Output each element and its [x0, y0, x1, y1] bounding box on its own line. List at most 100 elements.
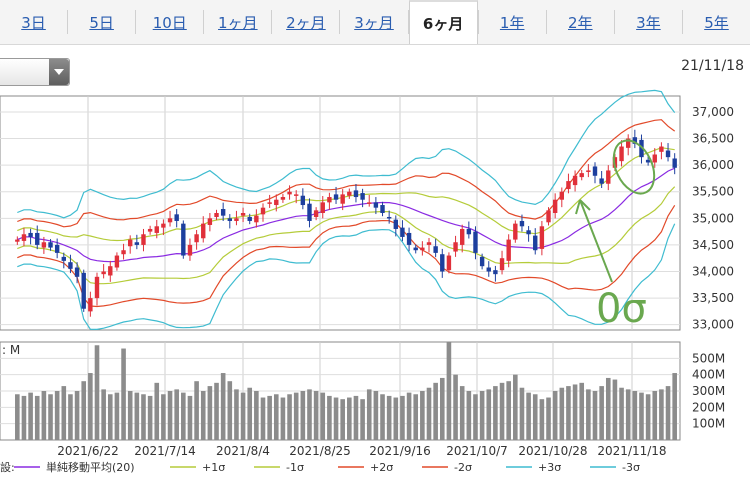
tab-period-1[interactable]: 5日: [89, 13, 114, 32]
candle-body: [300, 195, 306, 206]
tab-separator: [135, 10, 137, 34]
volume-bar: [347, 397, 352, 440]
candle-body: [672, 158, 677, 168]
candle-body: [41, 242, 47, 248]
legend-item: -3σ: [622, 461, 640, 474]
volume-bar: [147, 395, 153, 440]
volume-bar: [513, 374, 518, 440]
x-tick-label: 2021/9/16: [369, 444, 431, 458]
tab-separator: [203, 10, 205, 34]
volume-bar: [639, 392, 644, 440]
candle-body: [121, 250, 126, 255]
candle-body: [68, 262, 73, 269]
volume-bar: [645, 394, 651, 440]
volume-bar: [187, 395, 193, 440]
candle-body: [446, 255, 452, 271]
volume-bar: [672, 373, 677, 440]
volume-bar: [665, 386, 671, 440]
tab-separator: [681, 10, 683, 34]
candle-body: [586, 170, 591, 172]
candle-body: [174, 214, 179, 221]
indicator-select[interactable]: [0, 58, 70, 86]
price-panel: [0, 95, 681, 331]
tab-period-4[interactable]: 2ヶ月: [286, 13, 326, 32]
candle-body: [632, 137, 638, 144]
candle-body: [227, 218, 232, 221]
candle-body: [161, 223, 166, 228]
volume-bar: [207, 386, 213, 440]
candle-body: [426, 242, 432, 245]
candle-body: [460, 228, 465, 245]
volume-bar: [446, 342, 452, 440]
tab-period-5[interactable]: 3ヶ月: [354, 13, 394, 32]
x-tick-label: 2021/8/4: [216, 444, 270, 458]
candle-body: [81, 272, 86, 309]
candle-body: [141, 234, 146, 245]
volume-tick-label: 300M: [692, 384, 725, 398]
tab-period-7[interactable]: 1年: [499, 13, 525, 32]
volume-bar: [552, 391, 558, 440]
tab-period-8[interactable]: 2年: [568, 13, 593, 32]
volume-tick-label: 500M: [692, 351, 725, 365]
volume-bar: [307, 389, 312, 440]
candle-body: [665, 150, 671, 158]
candle-body: [592, 166, 598, 176]
plus1-sigma-line: [17, 147, 675, 242]
price-tick-label: 34,000: [692, 265, 734, 279]
candle-body: [413, 247, 418, 251]
volume-bar: [234, 389, 239, 440]
candle-body: [61, 256, 66, 261]
candle-body: [440, 254, 445, 272]
volume-bar: [127, 391, 133, 440]
candle-body: [393, 219, 398, 229]
volume-bar: [400, 395, 405, 440]
candle-body: [28, 232, 33, 237]
annotation-text: 0σ: [596, 286, 647, 332]
candle-body: [466, 228, 472, 235]
candle-body: [479, 256, 485, 267]
candle-body: [473, 231, 478, 253]
candle-body: [260, 207, 266, 215]
volume-bar: [353, 395, 359, 440]
volume-bar: [214, 382, 219, 440]
minus1-sigma-line: [17, 186, 676, 285]
volume-bar: [439, 377, 445, 440]
annotation-arrow: [579, 199, 613, 283]
volume-bar: [21, 395, 27, 440]
volume-bar: [220, 373, 226, 440]
x-tick-label: 2021/10/7: [446, 444, 508, 458]
volume-bar: [61, 386, 67, 440]
volume-bar: [101, 389, 106, 440]
candle-body: [353, 190, 359, 198]
candle-body: [247, 216, 252, 221]
candle-body: [347, 191, 352, 196]
tab-period-0[interactable]: 3日: [21, 13, 46, 32]
tab-period-10[interactable]: 5年: [704, 13, 729, 32]
candle-body: [194, 234, 199, 243]
volume-bar: [134, 392, 140, 440]
volume-bar: [539, 399, 545, 440]
volume-bar: [559, 387, 565, 440]
volume-bar: [267, 395, 272, 440]
tab-period-3[interactable]: 1ヶ月: [218, 13, 258, 32]
tab-period-2[interactable]: 10日: [152, 13, 187, 32]
volume-bar: [532, 394, 538, 440]
volume-bar: [34, 395, 40, 440]
candle-body: [234, 218, 239, 221]
candle-body: [486, 267, 491, 272]
candle-body: [21, 234, 27, 241]
volume-bar: [632, 391, 638, 440]
volume-bar: [327, 395, 332, 440]
volume-tick-label: 200M: [692, 400, 725, 414]
candle-body: [134, 242, 140, 245]
tab-period-6[interactable]: 6ヶ月: [408, 0, 478, 44]
highlight-ellipse: [612, 139, 656, 195]
volume-bar: [373, 391, 379, 440]
candle-body: [327, 197, 332, 203]
chevron-down-icon[interactable]: [49, 59, 69, 85]
candle-body: [15, 239, 20, 242]
candle-body: [400, 227, 405, 237]
tab-period-9[interactable]: 3年: [636, 13, 661, 32]
volume-bar: [473, 394, 478, 440]
x-tick-label: 2021/8/25: [289, 444, 351, 458]
